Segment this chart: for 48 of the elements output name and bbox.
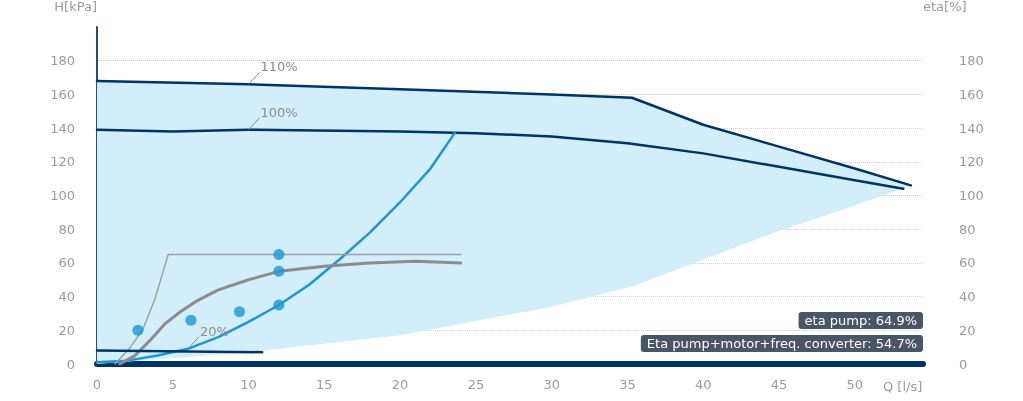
point bbox=[233, 306, 245, 318]
point bbox=[273, 299, 285, 311]
y-tick-label: 100 bbox=[50, 188, 75, 203]
x-tick-label: 35 bbox=[619, 377, 636, 392]
y2-tick-label: 20 bbox=[959, 322, 976, 338]
x-tick-label: 30 bbox=[543, 377, 560, 392]
x-tick-label: 0 bbox=[92, 377, 102, 392]
y-axis-title: H[kPa] bbox=[54, 0, 97, 14]
series-label: 20% bbox=[199, 323, 229, 339]
y2-tick-label: 0 bbox=[959, 356, 968, 372]
x-tick-label: 50 bbox=[846, 377, 864, 392]
y2-tick-label: 80 bbox=[959, 221, 976, 237]
point bbox=[185, 314, 197, 326]
x-tick-label: 25 bbox=[467, 377, 485, 392]
annotation: Eta pump+motor+freq. converter: 54.7% bbox=[646, 336, 918, 351]
series-label: 110% bbox=[260, 59, 298, 75]
y2-tick-label: 180 bbox=[959, 53, 984, 69]
line-series bbox=[95, 128, 905, 191]
y2-tick-label: 120 bbox=[959, 154, 984, 170]
y-tick-label: 160 bbox=[50, 86, 75, 102]
y2-tick-label: 100 bbox=[959, 188, 984, 203]
y2-tick-label: 140 bbox=[959, 120, 984, 136]
y2-axis-title: eta[%] bbox=[923, 0, 967, 14]
x-tick-label: 15 bbox=[316, 377, 333, 392]
point bbox=[273, 265, 285, 277]
x-tick-label: 5 bbox=[168, 377, 177, 392]
y2-tick-label: 160 bbox=[959, 86, 984, 102]
y-tick-label: 0 bbox=[66, 356, 75, 372]
x-tick-label: 40 bbox=[694, 377, 712, 392]
x-tick-label: 10 bbox=[240, 377, 257, 392]
y-tick-label: 80 bbox=[58, 221, 75, 237]
line-series bbox=[95, 79, 913, 187]
y-tick-label: 20 bbox=[58, 322, 75, 338]
line-series bbox=[95, 131, 456, 364]
x-tick-label: 45 bbox=[770, 377, 788, 392]
x-tick-label: 20 bbox=[391, 377, 409, 392]
annotation: eta pump: 64.9% bbox=[804, 313, 918, 328]
point bbox=[132, 324, 144, 336]
y-tick-label: 60 bbox=[58, 255, 75, 271]
y-tick-label: 180 bbox=[50, 53, 75, 69]
y-tick-label: 40 bbox=[58, 289, 75, 305]
y-tick-label: 140 bbox=[50, 120, 75, 136]
y2-tick-label: 60 bbox=[959, 255, 976, 271]
y2-tick-label: 40 bbox=[959, 289, 976, 305]
y-tick-label: 120 bbox=[50, 154, 75, 170]
series-label: 100% bbox=[260, 104, 298, 120]
x-axis-title: Q [l/s] bbox=[883, 379, 923, 394]
point bbox=[273, 248, 285, 260]
